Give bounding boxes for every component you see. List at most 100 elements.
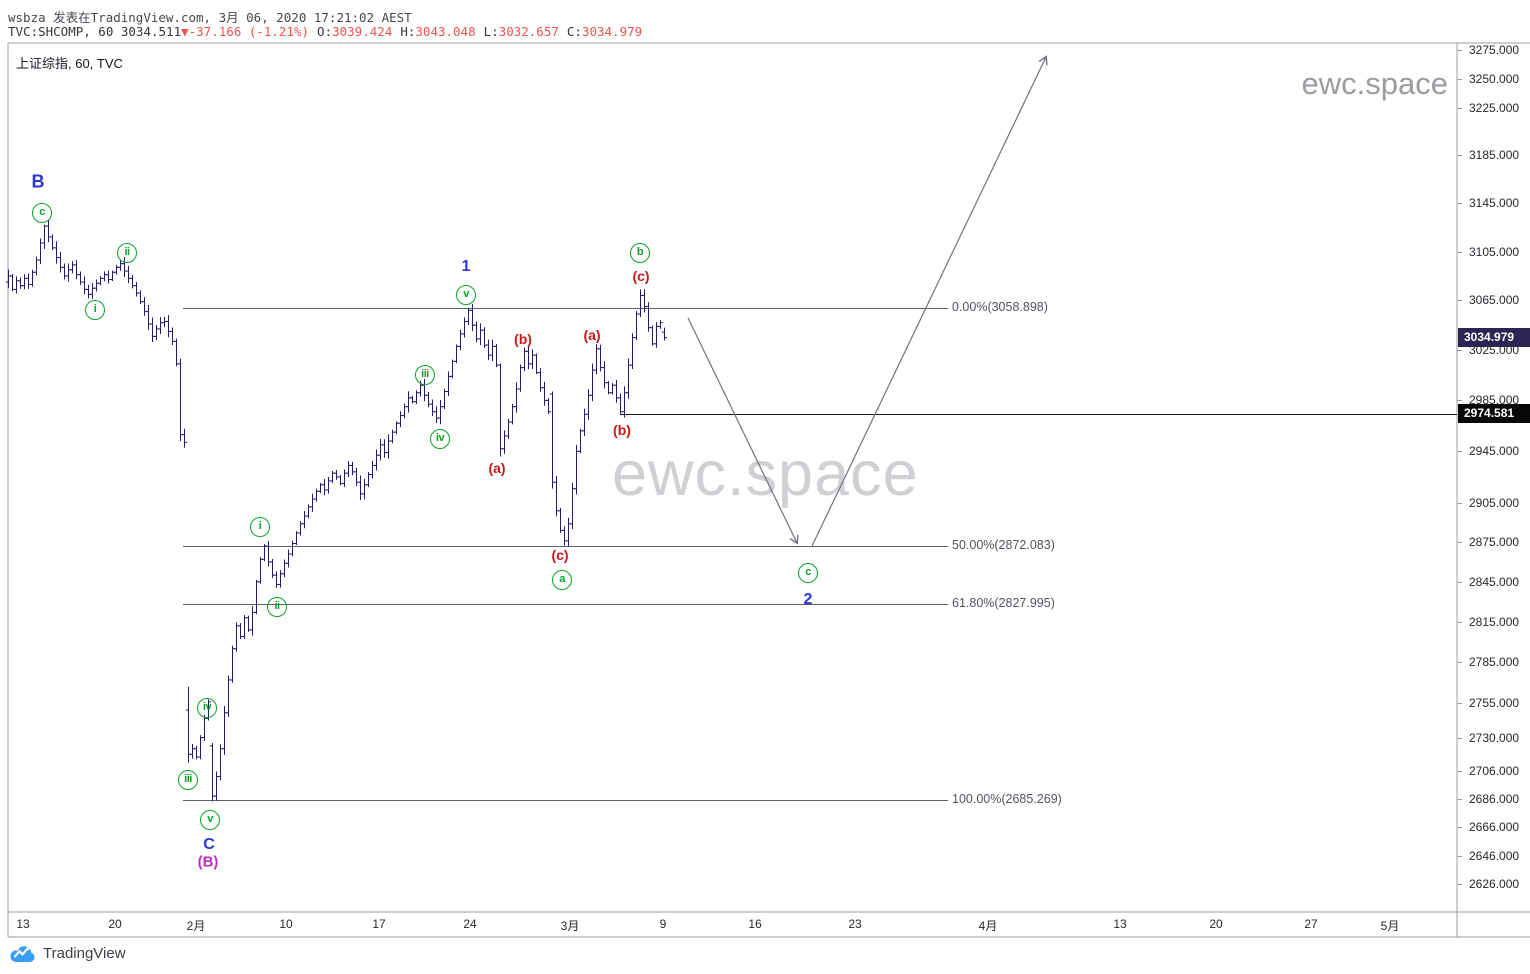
ohlc-bar — [381, 439, 388, 458]
ohlc-bar — [537, 367, 544, 392]
ohlc-bar — [545, 397, 552, 414]
ohlc-bar — [209, 743, 216, 802]
ohlc-bar — [573, 444, 580, 495]
symbol-price: TVC:SHCOMP, 60 3034.511 — [8, 24, 182, 39]
wave-label-circle-ii[interactable]: ii — [267, 597, 287, 617]
wave-label-circle-v[interactable]: v — [200, 810, 220, 830]
wave-label-circle-a[interactable]: a — [552, 570, 572, 590]
ohlc-bar — [377, 439, 384, 461]
ohlc-bar — [333, 469, 340, 480]
ohlc-bar — [145, 304, 152, 331]
time-tick-label: 27 — [1304, 917, 1318, 931]
ohlc-bar — [125, 265, 132, 284]
wave-label-(b)[interactable]: (b) — [514, 331, 532, 347]
price-tick-label: 2815.000 — [1469, 614, 1520, 629]
ohlc-bar — [461, 317, 468, 338]
wave-label-B-paren[interactable]: (B) — [197, 853, 219, 871]
ohlc-bar — [549, 391, 556, 489]
time-tick-label: 16 — [748, 917, 762, 931]
symbol-ohlc-line: TVC:SHCOMP, 60 3034.511▼-37.166 (-1.21%)… — [8, 24, 642, 39]
time-tick-label: 24 — [463, 917, 477, 931]
ohlc-bar — [649, 325, 656, 346]
price-tick-label: 3250.000 — [1469, 72, 1520, 87]
time-tick-label: 20 — [1209, 917, 1223, 931]
trend-arrow[interactable] — [687, 317, 799, 545]
ohlc-bar — [277, 570, 284, 588]
ohlc-bar — [101, 271, 108, 282]
time-tick-label: 13 — [1113, 917, 1127, 931]
ohlc-bar — [181, 428, 188, 448]
close-label: C: — [566, 24, 582, 39]
watermark-center: ewc.space — [612, 439, 919, 509]
ohlc-bar — [437, 400, 444, 425]
wave-label-circle-c[interactable]: c — [798, 563, 818, 583]
ohlc-bar — [285, 549, 292, 568]
open-label: O: — [317, 24, 333, 39]
ohlc-bar — [177, 358, 184, 442]
wave-label-circle-iii[interactable]: iii — [415, 365, 435, 385]
ohlc-bar — [185, 686, 192, 763]
projection-arrows[interactable] — [687, 55, 1048, 547]
trend-arrow[interactable] — [811, 55, 1048, 547]
ohlc-bar — [449, 359, 456, 379]
time-tick-label: 2月 — [186, 919, 206, 933]
wave-label-circle-c[interactable]: c — [32, 203, 52, 223]
fib-retracement-lines[interactable] — [183, 308, 948, 801]
price-tick-label: 2985.000 — [1469, 393, 1520, 408]
ohlc-bar — [357, 475, 364, 500]
time-tick-label: 20 — [108, 917, 122, 931]
wave-label-circle-ii[interactable]: ii — [117, 243, 137, 263]
ohlc-bar — [153, 324, 160, 341]
wave-label-(c)[interactable]: (c) — [632, 268, 650, 284]
wave-label-circle-v[interactable]: v — [456, 285, 476, 305]
price-tick-label: 2626.000 — [1469, 877, 1520, 892]
wave-label-(b)[interactable]: (b) — [613, 422, 631, 438]
ohlc-bar — [149, 317, 156, 343]
wave-label-circle-iv[interactable]: iv — [197, 698, 217, 718]
ohlc-bar — [173, 338, 180, 367]
wave-label-C[interactable]: C — [203, 836, 215, 853]
wave-label-circle-iv[interactable]: iv — [430, 429, 450, 449]
ohlc-bar — [233, 622, 240, 652]
tradingview-logo[interactable]: TradingView — [10, 944, 126, 963]
ohlc-bar — [25, 273, 32, 289]
ohlc-bar — [513, 382, 520, 413]
chart-legend[interactable]: 上证综指, 60, TVC — [16, 56, 123, 71]
price-tick-label: 3065.000 — [1469, 293, 1520, 308]
ohlc-bar — [601, 361, 608, 389]
price-tick-label: 2785.000 — [1469, 655, 1520, 670]
high-value: 3043.048 — [415, 24, 476, 39]
ohlc-bar — [585, 389, 592, 420]
ohlc-bar — [633, 311, 640, 341]
ohlc-bar — [21, 274, 28, 290]
ohlc-bar — [37, 238, 44, 264]
ohlc-bar — [557, 507, 564, 533]
wave-label-1[interactable]: 1 — [461, 258, 471, 275]
publish-info-text: wsbza 发表在TradingView.com, 3月 06, 2020 17… — [8, 10, 412, 25]
tradingview-cloud-icon — [10, 946, 35, 963]
ohlc-bar — [385, 434, 392, 459]
ohlc-bar — [61, 263, 68, 280]
wave-label-circle-b[interactable]: b — [630, 243, 650, 263]
wave-label-(a)[interactable]: (a) — [583, 327, 601, 343]
ohlc-bar — [613, 379, 620, 403]
ohlc-bar — [81, 276, 88, 295]
ohlc-bar — [569, 482, 576, 530]
ohlc-bar — [69, 261, 76, 274]
wave-label-B[interactable]: B — [31, 171, 45, 192]
ohlc-bar — [657, 320, 664, 329]
wave-label-2[interactable]: 2 — [803, 591, 813, 608]
wave-label-circle-i[interactable]: i — [85, 300, 105, 320]
ohlc-bar — [325, 476, 332, 494]
ohlc-bar — [197, 735, 204, 760]
wave-label-(a)[interactable]: (a) — [488, 460, 506, 476]
wave-label-(c)[interactable]: (c) — [551, 547, 569, 563]
ohlc-bar — [53, 241, 60, 264]
ohlc-bar — [45, 220, 52, 243]
ohlc-bar — [589, 363, 596, 402]
wave-label-circle-i[interactable]: i — [250, 517, 270, 537]
ohlc-bar — [297, 521, 304, 536]
wave-label-circle-iii[interactable]: iii — [178, 770, 198, 790]
ohlc-bar — [581, 408, 588, 436]
